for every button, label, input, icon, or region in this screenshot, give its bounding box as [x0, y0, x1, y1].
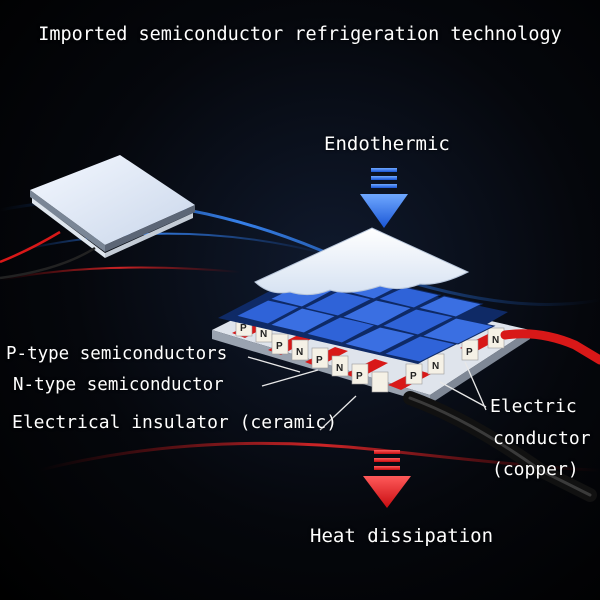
- pellet-letter-n: N: [296, 347, 303, 358]
- small-module-red-wire: [0, 230, 61, 264]
- small-peltier-module: [0, 155, 195, 280]
- red-swoosh-2: [0, 266, 241, 281]
- n-type-label: N-type semiconductor: [13, 375, 224, 395]
- large-peltier-module: P N P N P N P P N P N: [212, 227, 600, 502]
- pellet-letter-n: N: [336, 363, 343, 374]
- blue-swoosh-2: [19, 232, 331, 256]
- red-swoosh: [39, 441, 600, 472]
- pellet-letter-n: N: [432, 361, 439, 372]
- pellet-letter-p: P: [240, 323, 247, 334]
- pellet-letter-p: P: [466, 347, 473, 358]
- small-module-black-wire: [0, 246, 96, 280]
- pellet-letter-p: P: [276, 341, 283, 352]
- red-wire: [500, 329, 600, 365]
- heat-dissipation-label: Heat dissipation: [310, 525, 494, 547]
- pellet-letter-p: P: [316, 355, 323, 366]
- pellet-letter-n: N: [492, 335, 499, 346]
- insulator-label: Electrical insulator (ceramic): [12, 412, 338, 433]
- conductor-label-line1: Electric: [490, 396, 577, 417]
- pellet-letter-n: N: [260, 329, 267, 340]
- conductor-label-line2: conductor: [493, 428, 591, 449]
- arrow-down-icon: [363, 450, 411, 508]
- page-title: Imported semiconductor refrigeration tec…: [38, 24, 562, 45]
- top-tile-grid: [218, 269, 508, 364]
- endothermic-label: Endothermic: [324, 133, 450, 155]
- arrow-down-icon: [360, 168, 408, 228]
- pellet-letter-p: P: [356, 371, 363, 382]
- top-ceramic-ice: [254, 227, 470, 296]
- pellet-letter-p: P: [410, 371, 417, 382]
- p-type-label: P-type semiconductors: [6, 344, 228, 364]
- conductor-label-line3: (copper): [492, 459, 579, 480]
- leader-lines: [247, 356, 487, 431]
